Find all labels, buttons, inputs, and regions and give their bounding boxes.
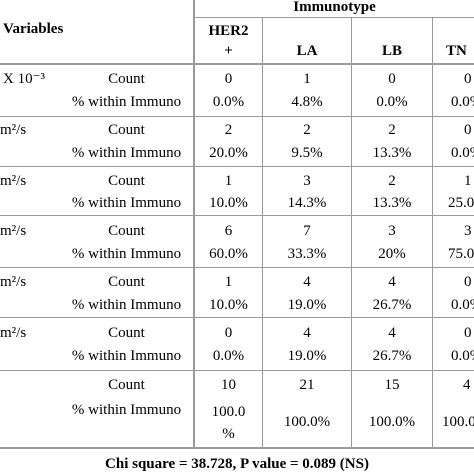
row-3-pct-la: 14.3% bbox=[287, 195, 327, 211]
row-1-count-lb: 0 bbox=[388, 71, 396, 87]
row-2-label: m²/s bbox=[0, 122, 27, 138]
total-count-la: 21 bbox=[299, 377, 315, 393]
row-5-count-label: Count bbox=[108, 274, 145, 290]
total-count-lb: 15 bbox=[384, 377, 400, 393]
row-2-pct-lb: 13.3% bbox=[372, 145, 412, 161]
row-2-count-lb: 2 bbox=[388, 122, 396, 138]
row-4-pct-her2: 60.0% bbox=[209, 246, 248, 262]
row-1-pct-tn: 0.0% bbox=[451, 94, 474, 110]
row-2-pct-her2: 20.0% bbox=[209, 145, 248, 161]
total-pct-label: % within Immuno bbox=[71, 402, 182, 418]
rule-row-1 bbox=[0, 116, 474, 117]
row-4-pct-lb: 20% bbox=[378, 246, 406, 262]
row-2-pct-label: % within Immuno bbox=[71, 145, 182, 161]
row-6-pct-label: % within Immuno bbox=[71, 348, 182, 364]
rule-col-lb bbox=[432, 17, 433, 448]
total-pct-her2: 100.0 bbox=[211, 404, 246, 420]
rule-col-her2 bbox=[262, 17, 263, 448]
total-pct-tn: 100.0% bbox=[442, 414, 474, 430]
row-4-pct-label: % within Immuno bbox=[71, 246, 182, 262]
row-3-count-tn: 1 bbox=[464, 173, 472, 189]
rule-row-6 bbox=[0, 370, 474, 371]
rule-top-immunotype bbox=[194, 17, 474, 18]
row-1-pct-her2: 0.0% bbox=[212, 94, 245, 110]
rule-col-la bbox=[351, 17, 352, 448]
row-2-pct-tn: 0.0% bbox=[451, 145, 474, 161]
row-3-pct-her2: 10.0% bbox=[209, 195, 248, 211]
row-1-pct-label: % within Immuno bbox=[71, 94, 182, 110]
row-6-count-lb: 4 bbox=[388, 325, 396, 341]
row-1-label: X 10⁻³ bbox=[3, 71, 45, 87]
row-6-pct-tn: 0.0% bbox=[451, 348, 474, 364]
rule-row-5 bbox=[0, 317, 474, 318]
row-3-count-lb: 2 bbox=[388, 173, 396, 189]
row-4-pct-la: 33.3% bbox=[287, 246, 327, 262]
rule-table-bottom bbox=[0, 447, 474, 449]
row-2-count-la: 2 bbox=[303, 122, 311, 138]
row-5-pct-la: 19.0% bbox=[287, 297, 327, 313]
row-3-count-la: 3 bbox=[303, 173, 311, 189]
row-1-count-her2: 0 bbox=[224, 71, 233, 87]
rule-col-label bbox=[193, 0, 195, 448]
row-6-count-label: Count bbox=[108, 325, 145, 341]
col-header-tn: TN bbox=[446, 43, 467, 59]
row-1-count-la: 1 bbox=[303, 71, 311, 87]
row-2-count-her2: 2 bbox=[224, 122, 233, 138]
row-5-pct-label: % within Immuno bbox=[71, 297, 182, 313]
rule-row-4 bbox=[0, 267, 474, 268]
row-6-count-la: 4 bbox=[303, 325, 311, 341]
row-5-count-her2: 1 bbox=[224, 274, 233, 290]
row-5-count-la: 4 bbox=[303, 274, 311, 290]
row-2-pct-la: 9.5% bbox=[291, 145, 323, 161]
col-header-her2: HER2 bbox=[208, 23, 249, 39]
row-3-pct-lb: 13.3% bbox=[372, 195, 412, 211]
row-6-pct-her2: 0.0% bbox=[212, 348, 245, 364]
variables-header: Variables bbox=[3, 21, 64, 37]
rule-row-3 bbox=[0, 215, 474, 216]
total-pct-la: 100.0% bbox=[283, 414, 331, 430]
row-5-label: m²/s bbox=[0, 274, 27, 290]
immunotype-header: Immunotype bbox=[293, 0, 376, 15]
total-pct-lb: 100.0% bbox=[368, 414, 416, 430]
row-4-count-lb: 3 bbox=[388, 223, 396, 239]
row-5-pct-lb: 26.7% bbox=[372, 297, 412, 313]
row-3-label: m²/s bbox=[0, 173, 27, 189]
total-count-her2: 10 bbox=[221, 377, 236, 393]
rule-header-bottom bbox=[0, 63, 474, 65]
row-4-count-tn: 3 bbox=[464, 223, 472, 239]
row-3-count-her2: 1 bbox=[224, 173, 233, 189]
row-1-count-label: Count bbox=[108, 71, 145, 87]
row-1-pct-lb: 0.0% bbox=[376, 94, 408, 110]
row-3-pct-label: % within Immuno bbox=[71, 195, 182, 211]
row-4-count-her2: 6 bbox=[224, 223, 233, 239]
row-6-label: m²/s bbox=[0, 325, 27, 341]
total-count-label: Count bbox=[108, 377, 145, 393]
row-5-pct-tn: 0.0% bbox=[451, 297, 474, 313]
row-5-count-lb: 4 bbox=[388, 274, 396, 290]
col-header-la: LA bbox=[296, 43, 318, 59]
row-4-count-label: Count bbox=[108, 223, 145, 239]
total-count-tn: 4 bbox=[463, 377, 471, 393]
row-1-count-tn: 0 bbox=[464, 71, 472, 87]
row-5-count-tn: 0 bbox=[464, 274, 472, 290]
row-2-count-tn: 0 bbox=[464, 122, 472, 138]
row-2-count-label: Count bbox=[108, 122, 145, 138]
row-6-count-tn: 0 bbox=[464, 325, 472, 341]
row-3-count-label: Count bbox=[108, 173, 145, 189]
row-6-pct-lb: 26.7% bbox=[372, 348, 412, 364]
total-pct-her2-cont: % bbox=[222, 426, 235, 442]
row-4-count-la: 7 bbox=[303, 223, 311, 239]
row-4-label: m²/s bbox=[0, 223, 27, 239]
row-6-count-her2: 0 bbox=[224, 325, 233, 341]
rule-row-2 bbox=[0, 166, 474, 167]
row-5-pct-her2: 10.0% bbox=[209, 297, 248, 313]
row-4-pct-tn: 75.0% bbox=[448, 246, 474, 262]
row-6-pct-la: 19.0% bbox=[287, 348, 327, 364]
row-1-pct-la: 4.8% bbox=[291, 94, 323, 110]
chi-square-footer: Chi square = 38.728, P value = 0.089 (NS… bbox=[105, 456, 369, 472]
col-header-lb: LB bbox=[381, 43, 402, 59]
col-header-her2-plus: + bbox=[224, 43, 233, 59]
row-3-pct-tn: 25.0% bbox=[448, 195, 474, 211]
